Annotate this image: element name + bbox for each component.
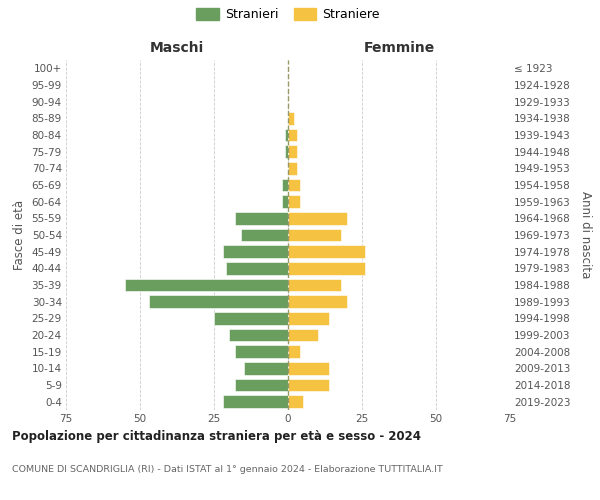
Bar (223, 396, 288, 408)
Bar (244, 362, 288, 374)
Bar (226, 262, 288, 274)
Bar (288, 362, 329, 374)
Bar (235, 212, 288, 224)
Bar (285, 146, 288, 158)
Bar (288, 296, 347, 308)
Bar (288, 329, 317, 341)
Bar (288, 179, 300, 192)
Bar (241, 229, 288, 241)
Legend: Stranieri, Straniere: Stranieri, Straniere (191, 4, 385, 26)
Bar (288, 246, 365, 258)
Bar (288, 229, 341, 241)
Bar (214, 312, 288, 324)
Bar (288, 346, 300, 358)
Bar (288, 129, 297, 141)
Bar (223, 246, 288, 258)
Bar (282, 196, 288, 208)
Text: Maschi: Maschi (150, 41, 204, 55)
Y-axis label: Fasce di età: Fasce di età (13, 200, 26, 270)
Bar (288, 112, 294, 124)
Bar (288, 379, 329, 391)
Bar (288, 146, 297, 158)
Bar (288, 262, 365, 274)
Bar (235, 346, 288, 358)
Bar (229, 329, 288, 341)
Text: COMUNE DI SCANDRIGLIA (RI) - Dati ISTAT al 1° gennaio 2024 - Elaborazione TUTTIT: COMUNE DI SCANDRIGLIA (RI) - Dati ISTAT … (12, 465, 443, 474)
Bar (288, 279, 341, 291)
Y-axis label: Anni di nascita: Anni di nascita (579, 192, 592, 278)
Text: Popolazione per cittadinanza straniera per età e sesso - 2024: Popolazione per cittadinanza straniera p… (12, 430, 421, 443)
Bar (288, 162, 297, 174)
Bar (288, 396, 303, 408)
Bar (288, 312, 329, 324)
Bar (149, 296, 288, 308)
Bar (282, 179, 288, 192)
Text: Femmine: Femmine (364, 41, 434, 55)
Bar (125, 279, 288, 291)
Bar (288, 196, 300, 208)
Bar (285, 129, 288, 141)
Bar (288, 212, 347, 224)
Bar (235, 379, 288, 391)
